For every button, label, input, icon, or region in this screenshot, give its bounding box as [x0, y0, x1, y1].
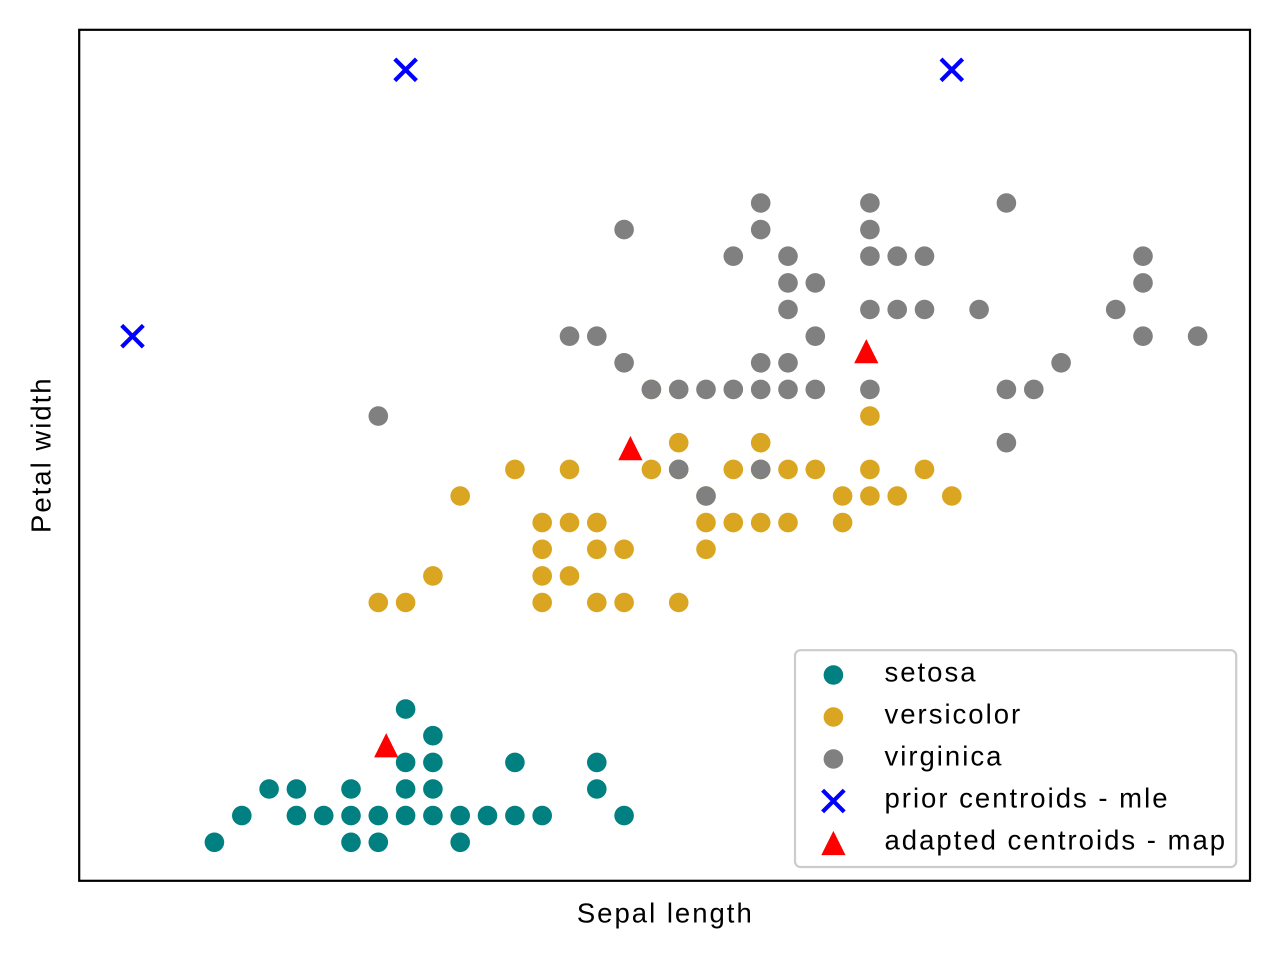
svg-text:virginica: virginica — [885, 741, 1004, 772]
svg-text:Petal width: Petal width — [25, 376, 56, 533]
svg-text:setosa: setosa — [885, 657, 978, 688]
svg-text:versicolor: versicolor — [885, 699, 1023, 730]
svg-text:Sepal length: Sepal length — [577, 898, 754, 929]
svg-text:prior centroids - mle: prior centroids - mle — [885, 783, 1170, 814]
svg-text:adapted centroids - map: adapted centroids - map — [885, 825, 1228, 856]
